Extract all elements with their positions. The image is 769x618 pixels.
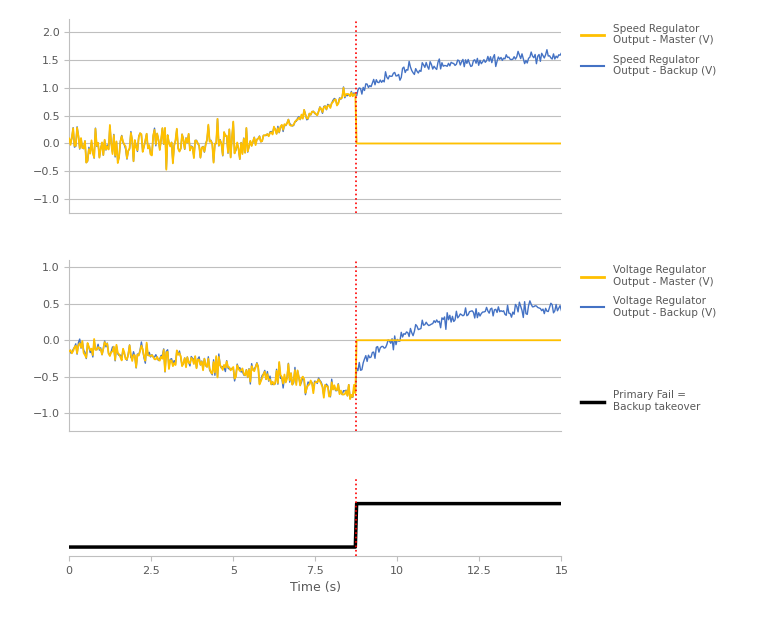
Legend: Voltage Regulator
Output - Master (V), Voltage Regulator
Output - Backup (V): Voltage Regulator Output - Master (V), V… bbox=[581, 265, 716, 318]
Legend: Primary Fail =
Backup takeover: Primary Fail = Backup takeover bbox=[581, 391, 700, 412]
Legend: Speed Regulator
Output - Master (V), Speed Regulator
Output - Backup (V): Speed Regulator Output - Master (V), Spe… bbox=[581, 23, 716, 77]
X-axis label: Time (s): Time (s) bbox=[290, 582, 341, 595]
